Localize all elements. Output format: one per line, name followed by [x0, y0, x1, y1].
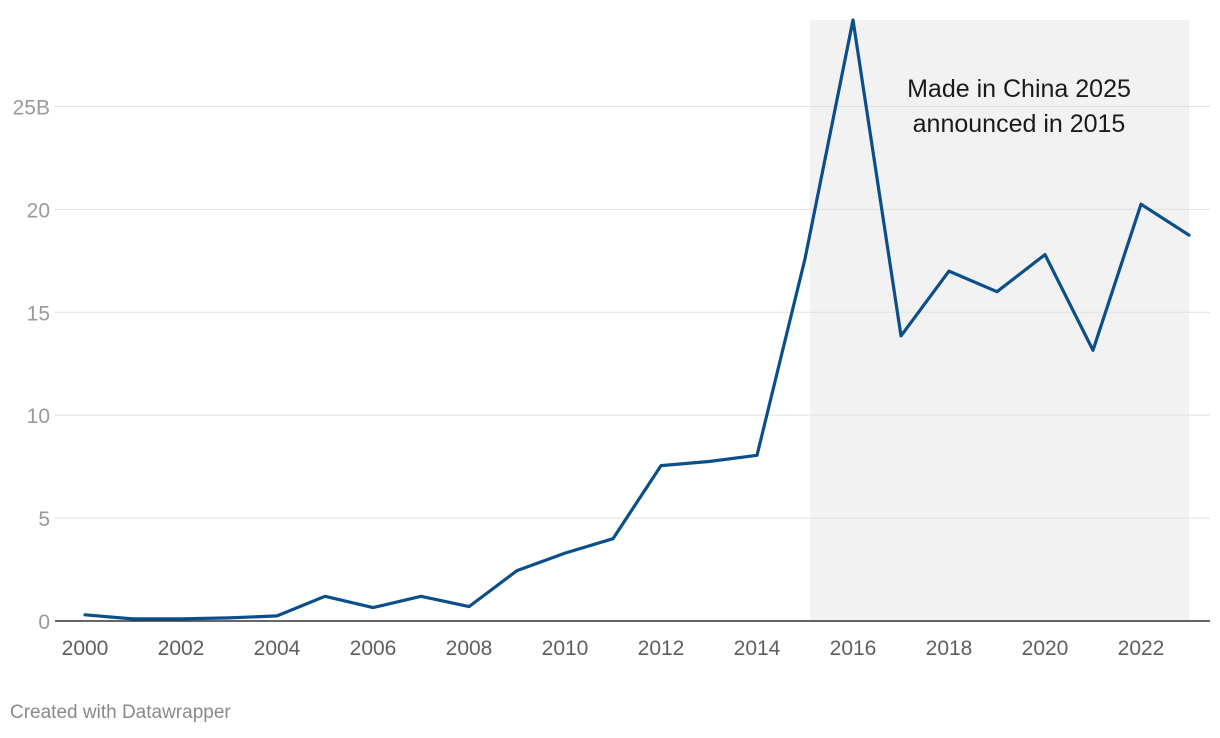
- y-tick-label: 20: [27, 199, 50, 222]
- x-axis: 2000 2002 2004 2006 2008 2010 2012 2014 2016 2018…: [62, 637, 1165, 660]
- series-line: [83, 18, 1191, 621]
- x-tick-label: 2004: [254, 637, 301, 660]
- annotation-line-1: Made in China 2025: [907, 75, 1131, 103]
- x-tick-label: 2018: [926, 637, 973, 660]
- x-tick-label: 2016: [830, 637, 877, 660]
- x-tick-label: 2020: [1022, 637, 1069, 660]
- footer-credit: Created with Datawrapper: [10, 702, 231, 723]
- x-tick-label: 2022: [1118, 637, 1165, 660]
- y-tick-label: 0: [38, 611, 50, 634]
- y-tick-label: 15: [27, 302, 50, 325]
- x-tick-label: 2012: [638, 637, 685, 660]
- x-tick-label: 2014: [734, 637, 781, 660]
- y-axis: 0 5 10 15 20 25B: [13, 96, 50, 634]
- gridlines: [55, 105, 1210, 519]
- y-tick-label: 10: [27, 405, 50, 428]
- x-tick-label: 2008: [446, 637, 493, 660]
- x-tick-label: 2002: [158, 637, 205, 660]
- highlight-band: [809, 20, 1189, 621]
- annotation-line-2: announced in 2015: [913, 110, 1126, 138]
- y-tick-label: 5: [38, 508, 50, 531]
- x-tick-label: 2006: [350, 637, 397, 660]
- x-tick-label: 2010: [542, 637, 589, 660]
- y-tick-label: 25B: [13, 96, 50, 119]
- x-tick-label: 2000: [62, 637, 109, 660]
